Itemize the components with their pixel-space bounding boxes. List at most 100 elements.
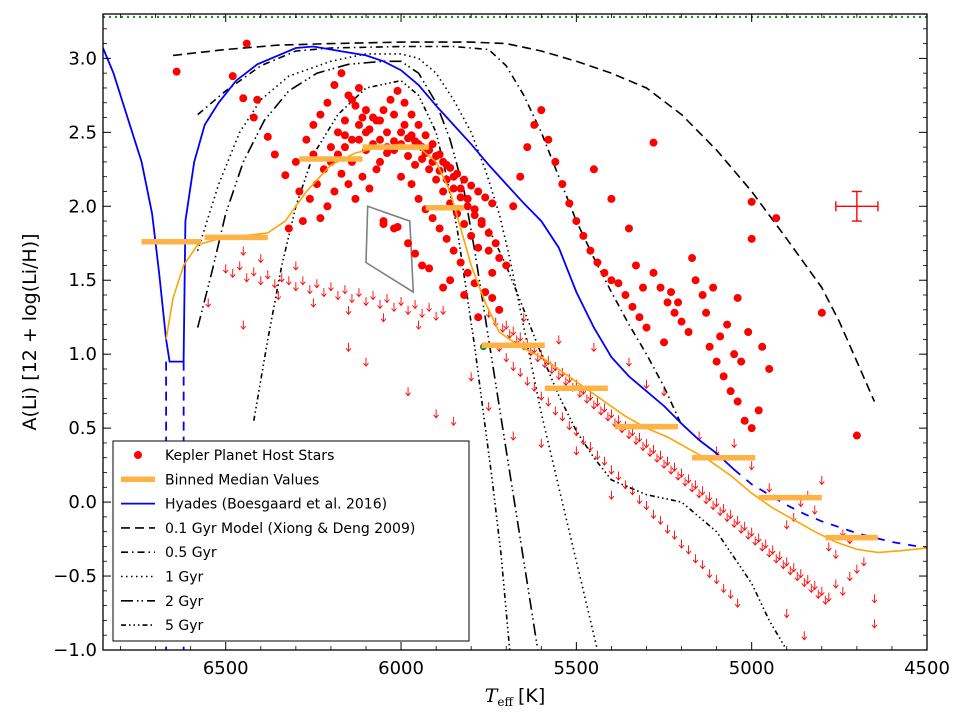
host-star-point [442,234,451,243]
upper-limit-arrow [671,530,678,540]
upper-limit-arrow [314,279,320,289]
host-star-point [337,169,346,178]
upper-limit-arrow [643,501,650,511]
upper-limit-arrow [608,409,615,419]
upper-limit-arrow [485,401,492,412]
upper-limit-arrow [250,267,257,277]
upper-limit-arrow [818,475,825,486]
host-star-point [376,157,385,166]
host-star-point [463,194,472,203]
upper-limit-arrow [783,557,790,567]
upper-limit-arrow [724,512,730,523]
upper-limit-arrow [696,489,702,499]
host-star-point [425,165,434,174]
host-star-point [249,113,258,122]
upper-limit-arrow [321,288,327,298]
upper-limit-arrow [548,364,555,375]
legend: Kepler Planet Host Stars Binned Median Va… [112,440,470,642]
host-star-point [340,116,349,125]
upper-limit-arrow [766,483,773,493]
upper-limit-arrow [534,353,541,363]
host-star-point [432,175,441,184]
upper-limit-arrow [713,575,720,585]
host-star-point [344,180,353,189]
legend-marker-hosts [134,451,142,459]
host-star-point [411,249,420,258]
upper-limit-arrow [685,545,692,555]
host-star-point [551,157,560,166]
legend-label: Hyades (Boesgaard et al. 2016) [165,497,387,513]
host-star-point [607,276,616,285]
host-star-point [411,160,420,169]
host-star-point [719,372,728,381]
legend-box [112,440,470,642]
upper-limit-arrow [415,320,422,330]
upper-limit-arrow [243,273,250,283]
upper-limit-arrow [271,279,278,289]
upper-limit-arrow [861,557,867,567]
upper-limit-arrow [328,282,334,292]
upper-limit-arrow [636,495,643,505]
upper-limit-arrow [657,515,664,526]
y-tick-label: −1.0 [53,640,97,661]
upper-limit-arrow [633,435,639,446]
upper-limit-arrow [293,282,299,292]
upper-limit-arrow [727,509,734,520]
upper-limit-arrow [545,397,552,407]
host-star-point [726,387,735,396]
upper-limit-arrow [370,291,376,301]
host-star-point [446,163,455,172]
host-star-point [386,95,395,104]
upper-limit-arrow [731,438,737,449]
host-star-point [474,313,483,322]
host-star-point [747,197,756,206]
host-star-point [484,246,493,255]
x-tick-label: 6000 [378,658,424,679]
host-star-point [579,231,588,240]
host-star-point [470,211,479,220]
upper-limit-arrow [692,480,699,490]
upper-limit-arrow [278,273,285,283]
upper-limit-arrow [538,438,545,449]
upper-limit-arrow [657,450,664,460]
host-star-point [383,128,392,137]
host-star-point [383,149,392,158]
median-smooth-line [165,143,927,554]
host-star-point [351,194,360,203]
upper-limit-arrow [706,492,713,502]
host-star-point [684,328,693,336]
host-star-point [628,302,637,311]
host-star-point [495,305,504,314]
host-star-point [368,113,377,122]
host-star-point [484,228,493,237]
host-star-point [326,143,335,152]
host-star-point [284,224,293,233]
upper-limit-arrow [643,379,650,389]
host-star-point [670,308,679,317]
upper-limit-arrow [433,311,439,321]
upper-limit-arrow [349,293,355,304]
upper-limit-arrow [555,370,562,381]
upper-limit-arrow [412,299,418,310]
upper-limit-arrow [671,462,678,472]
host-star-point [488,293,497,302]
upper-limit-arrow [720,504,727,514]
host-star-point [242,39,251,48]
host-star-point [421,131,430,140]
upper-limit-arrow [769,545,776,555]
host-star-point [558,180,567,189]
host-star-point [733,293,742,302]
host-star-point [354,120,363,129]
upper-limit-arrow [790,563,797,573]
host-star-point [435,224,444,233]
upper-limit-arrow [562,376,569,387]
upper-limit-arrow [520,313,527,323]
upper-limit-arrow [808,583,815,594]
host-star-point [698,291,707,300]
host-star-point [467,231,476,240]
upper-limit-arrow [566,421,573,431]
host-star-point [372,165,381,174]
host-star-point [404,239,413,248]
upper-limit-arrow [510,362,517,372]
upper-limit-arrow [555,335,562,345]
